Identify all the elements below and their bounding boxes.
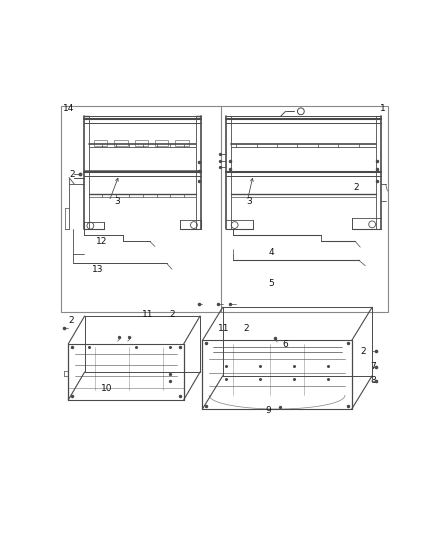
Text: 2: 2 — [244, 324, 249, 333]
Text: 13: 13 — [92, 265, 104, 274]
Text: 3: 3 — [247, 197, 252, 206]
Text: 2: 2 — [353, 183, 359, 192]
Text: 11: 11 — [218, 324, 229, 333]
Text: 11: 11 — [142, 310, 154, 319]
Text: 5: 5 — [268, 279, 274, 288]
Text: 6: 6 — [282, 340, 288, 349]
Text: 3: 3 — [114, 197, 120, 206]
Bar — [114, 140, 128, 146]
Text: 8: 8 — [371, 376, 376, 385]
Bar — [61, 106, 388, 312]
Text: 2: 2 — [170, 310, 175, 319]
Text: 1: 1 — [380, 104, 386, 114]
Text: 2: 2 — [69, 169, 74, 179]
Bar — [134, 140, 148, 146]
Text: 9: 9 — [265, 406, 271, 415]
Text: 7: 7 — [371, 362, 376, 371]
Bar — [175, 140, 189, 146]
Bar — [94, 140, 107, 146]
Text: 10: 10 — [101, 384, 112, 393]
Bar — [155, 140, 169, 146]
Text: 4: 4 — [268, 248, 274, 257]
Text: 12: 12 — [95, 237, 107, 246]
Text: 2: 2 — [68, 316, 74, 325]
Text: 2: 2 — [360, 347, 366, 356]
Text: 14: 14 — [63, 104, 74, 114]
